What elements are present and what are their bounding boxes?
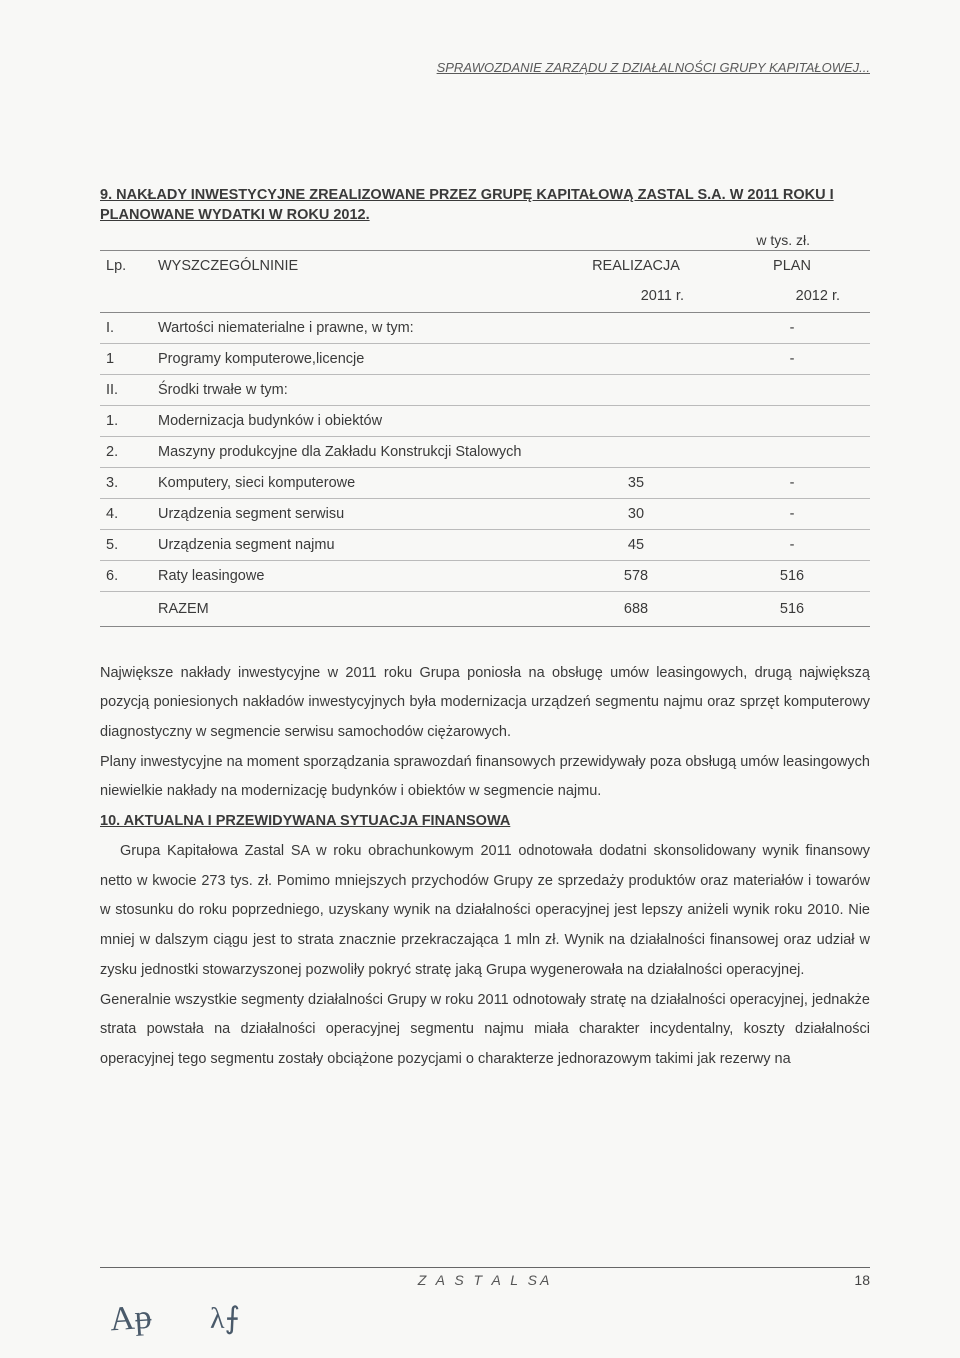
cell-lp: I.: [100, 312, 152, 343]
investment-table: Lp. WYSZCZEGÓLNINIE REALIZACJA PLAN 2011…: [100, 250, 870, 627]
cell-plan: 516: [714, 560, 870, 591]
cell-plan: -: [714, 467, 870, 498]
section-title-line2: PLANOWANE WYDATKI W ROKU 2012.: [100, 207, 370, 223]
signature-2: λ⨍: [210, 1301, 240, 1336]
cell-real: [558, 312, 714, 343]
paragraph-1: Największe nakłady inwestycyjne w 2011 r…: [100, 659, 870, 748]
cell-plan: -: [714, 529, 870, 560]
cell-real: [558, 405, 714, 436]
cell-lp: 5.: [100, 529, 152, 560]
cell-desc: Programy komputerowe,licencje: [152, 343, 558, 374]
col-year-plan: 2012 r.: [714, 281, 870, 313]
cell-lp: 4.: [100, 498, 152, 529]
col-lp: Lp.: [100, 250, 152, 281]
cell-real: 35: [558, 467, 714, 498]
cell-plan: -: [714, 312, 870, 343]
paragraph-2: Plany inwestycyjne na moment sporządzani…: [100, 748, 870, 807]
cell-total-plan: 516: [714, 591, 870, 626]
cell-desc: Maszyny produkcyjne dla Zakładu Konstruk…: [152, 436, 558, 467]
document-page: SPRAWOZDANIE ZARZĄDU Z DZIAŁALNOŚCI GRUP…: [0, 0, 960, 1358]
cell-lp: 3.: [100, 467, 152, 498]
running-header: SPRAWOZDANIE ZARZĄDU Z DZIAŁALNOŚCI GRUP…: [100, 60, 870, 75]
cell-lp: II.: [100, 374, 152, 405]
table-row-total: RAZEM688516: [100, 591, 870, 626]
table-body: I.Wartości niematerialne i prawne, w tym…: [100, 312, 870, 626]
cell-total-label: RAZEM: [152, 591, 558, 626]
page-footer: Z A S T A L SA 18: [100, 1267, 870, 1288]
table-row: 6.Raty leasingowe578516: [100, 560, 870, 591]
cell-desc: Komputery, sieci komputerowe: [152, 467, 558, 498]
cell-plan: [714, 374, 870, 405]
cell-desc: Urządzenia segment serwisu: [152, 498, 558, 529]
cell-real: [558, 436, 714, 467]
table-row: 5.Urządzenia segment najmu45-: [100, 529, 870, 560]
page-number: 18: [854, 1272, 870, 1288]
cell-real: 30: [558, 498, 714, 529]
table-row: 4.Urządzenia segment serwisu30-: [100, 498, 870, 529]
cell-desc: Środki trwałe w tym:: [152, 374, 558, 405]
cell-desc: Urządzenia segment najmu: [152, 529, 558, 560]
cell-lp: 6.: [100, 560, 152, 591]
cell-desc: Raty leasingowe: [152, 560, 558, 591]
table-row: 2.Maszyny produkcyjne dla Zakładu Konstr…: [100, 436, 870, 467]
cell-lp: 2.: [100, 436, 152, 467]
col-year-real: 2011 r.: [558, 281, 714, 313]
paragraph-4: Generalnie wszystkie segmenty działalnoś…: [100, 986, 870, 1075]
section-10-title: 10. AKTUALNA I PRZEWIDYWANA SYTUACJA FIN…: [100, 807, 870, 837]
cell-real: [558, 374, 714, 405]
cell-lp: 1.: [100, 405, 152, 436]
table-row: II.Środki trwałe w tym:: [100, 374, 870, 405]
table-row: 1.Modernizacja budynków i obiektów: [100, 405, 870, 436]
cell-desc: Modernizacja budynków i obiektów: [152, 405, 558, 436]
cell-lp: 1: [100, 343, 152, 374]
cell-real: 45: [558, 529, 714, 560]
col-desc: WYSZCZEGÓLNINIE: [152, 250, 558, 281]
paragraph-3: Grupa Kapitałowa Zastal SA w roku obrach…: [100, 837, 870, 986]
cell-total-real: 688: [558, 591, 714, 626]
section-9-title: 9. NAKŁADY INWESTYCYJNE ZREALIZOWANE PRZ…: [100, 185, 870, 226]
cell-plan: -: [714, 343, 870, 374]
cell-plan: [714, 405, 870, 436]
cell-real: 578: [558, 560, 714, 591]
footer-brand: Z A S T A L SA: [100, 1272, 870, 1288]
body-text: Największe nakłady inwestycyjne w 2011 r…: [100, 659, 870, 1075]
section-title-line1: 9. NAKŁADY INWESTYCYJNE ZREALIZOWANE PRZ…: [100, 187, 834, 203]
signature-1: Aᵽ: [109, 1299, 153, 1340]
cell-real: [558, 343, 714, 374]
table-row: 1Programy komputerowe,licencje -: [100, 343, 870, 374]
cell-desc: Wartości niematerialne i prawne, w tym:: [152, 312, 558, 343]
cell-plan: -: [714, 498, 870, 529]
table-row: I.Wartości niematerialne i prawne, w tym…: [100, 312, 870, 343]
cell-plan: [714, 436, 870, 467]
unit-label: w tys. zł.: [100, 232, 810, 248]
col-realizacja: REALIZACJA: [558, 250, 714, 281]
col-plan: PLAN: [714, 250, 870, 281]
table-row: 3.Komputery, sieci komputerowe35-: [100, 467, 870, 498]
